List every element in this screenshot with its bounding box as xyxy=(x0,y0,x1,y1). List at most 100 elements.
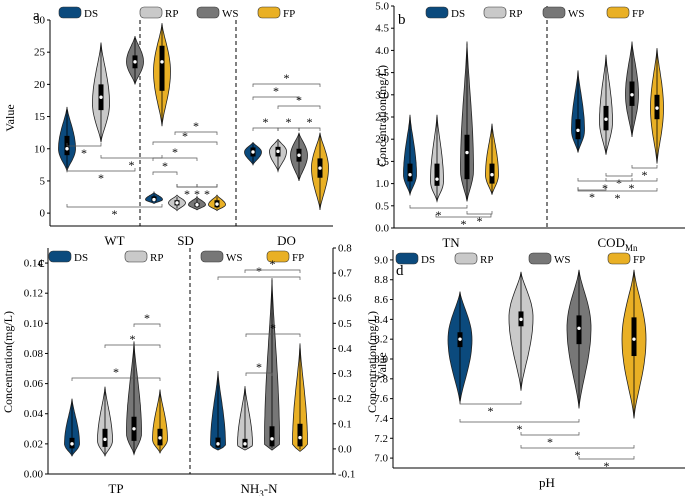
group-label: pH xyxy=(539,475,555,490)
sig-bracket xyxy=(631,165,658,169)
median-dot xyxy=(458,337,462,341)
y-tick-label-right: 0.0 xyxy=(338,443,352,455)
median-dot xyxy=(298,435,302,440)
legend-swatch-rp xyxy=(139,6,163,19)
legend-label-ds: DS xyxy=(74,252,88,264)
median-dot xyxy=(276,149,280,154)
median-dot xyxy=(270,437,274,441)
median-dot xyxy=(576,128,580,133)
sig-star: * xyxy=(602,181,608,195)
median-dot xyxy=(132,427,136,431)
sig-bracket xyxy=(66,168,136,172)
legend-swatch-ds xyxy=(58,6,82,19)
sig-star: * xyxy=(488,404,494,418)
y-tick-label: 7.4 xyxy=(374,413,388,425)
sig-bracket xyxy=(66,204,163,208)
legend-label-ws: WS xyxy=(226,252,243,264)
median-dot xyxy=(195,203,199,207)
legend-swatch-rp xyxy=(124,250,148,263)
legend-swatch-fp xyxy=(607,252,631,265)
y-tick-label: 0.10 xyxy=(24,318,44,330)
sig-bracket xyxy=(459,419,580,423)
legend-label-rp: RP xyxy=(150,252,163,264)
sig-star: * xyxy=(436,208,442,222)
y-tick-label: 0.12 xyxy=(24,288,43,300)
sig-bracket xyxy=(245,333,301,337)
sig-star: * xyxy=(286,115,292,129)
iqr-box xyxy=(297,423,303,447)
sig-star: * xyxy=(144,311,150,325)
legend-label-ws: WS xyxy=(554,254,571,266)
panel-d: d pH xyxy=(390,250,685,490)
y-tick-label-right: 0.5 xyxy=(338,318,352,330)
y-tick-label: 7.0 xyxy=(374,453,388,465)
y-tick-label: 8.0 xyxy=(374,354,388,366)
sig-bracket xyxy=(152,157,198,161)
y-tick-label: 20 xyxy=(34,79,46,91)
sig-bracket xyxy=(244,269,301,273)
legend-swatch-ds xyxy=(395,252,419,265)
legend-swatch-ds xyxy=(425,6,449,19)
y-tick-label: 0.04 xyxy=(24,408,44,420)
median-dot xyxy=(577,326,581,330)
sig-bracket xyxy=(277,105,321,109)
sig-bracket xyxy=(578,456,635,460)
median-dot xyxy=(630,93,634,97)
sig-bracket xyxy=(152,141,218,145)
y-tick-label: 25 xyxy=(34,47,46,59)
sig-star: * xyxy=(270,321,276,335)
y-axis-label: Value xyxy=(3,104,17,131)
sig-star: * xyxy=(112,207,118,221)
sig-bracket xyxy=(133,323,161,327)
sig-bracket xyxy=(196,184,218,188)
sig-star: * xyxy=(130,332,136,346)
median-dot xyxy=(632,337,636,341)
y-tick-label: 30 xyxy=(34,15,46,27)
sig-star: * xyxy=(616,176,622,190)
y-tick-label: 0.0 xyxy=(375,223,389,235)
group-label: CODMn xyxy=(598,235,638,253)
y-tick-label: 7.2 xyxy=(374,433,388,445)
legend-swatch-rp xyxy=(483,6,507,19)
sig-star: * xyxy=(284,71,290,85)
sig-star: * xyxy=(575,448,581,462)
sig-bracket xyxy=(466,211,493,215)
iqr-box xyxy=(159,45,165,91)
legend-label-fp: FP xyxy=(632,8,644,20)
sig-star: * xyxy=(273,84,279,98)
iqr-box xyxy=(434,163,440,186)
sig-star: * xyxy=(517,422,523,436)
median-dot xyxy=(175,201,179,205)
legend-swatch-fp xyxy=(266,250,290,263)
median-dot xyxy=(133,60,137,64)
sig-bracket xyxy=(174,131,218,135)
panel-letter: c xyxy=(38,255,45,271)
median-dot xyxy=(655,106,659,110)
sig-bracket xyxy=(435,214,492,218)
panel-letter: a xyxy=(33,8,40,24)
median-dot xyxy=(490,173,494,177)
sig-star: * xyxy=(615,191,621,205)
y-tick-label-right: 0.4 xyxy=(338,343,352,355)
sig-star: * xyxy=(547,435,553,449)
y-tick-label: 0.5 xyxy=(375,200,389,212)
group-label: DO xyxy=(277,233,296,248)
y-tick-label: 0.14 xyxy=(24,258,44,270)
y-tick-label: 7.6 xyxy=(374,393,388,405)
median-dot xyxy=(519,317,523,322)
group-label: WT xyxy=(104,233,124,248)
median-dot xyxy=(465,150,469,155)
sig-star: * xyxy=(461,217,467,231)
legend-swatch-fp xyxy=(606,6,630,19)
median-dot xyxy=(408,173,412,177)
legend-swatch-ws xyxy=(200,250,224,263)
y-tick-label: 1.5 xyxy=(375,156,389,168)
median-dot xyxy=(215,202,219,206)
y-tick-label: 5.0 xyxy=(375,1,389,13)
y-tick-label-right: 0.3 xyxy=(338,368,352,380)
legend-label-ws: WS xyxy=(222,8,239,20)
y-axis-label-right: Concentration(mg/L) xyxy=(365,311,379,413)
sig-star: * xyxy=(194,187,200,201)
legend-label-rp: RP xyxy=(165,8,178,20)
y-tick-label-right: -0.1 xyxy=(338,469,355,481)
